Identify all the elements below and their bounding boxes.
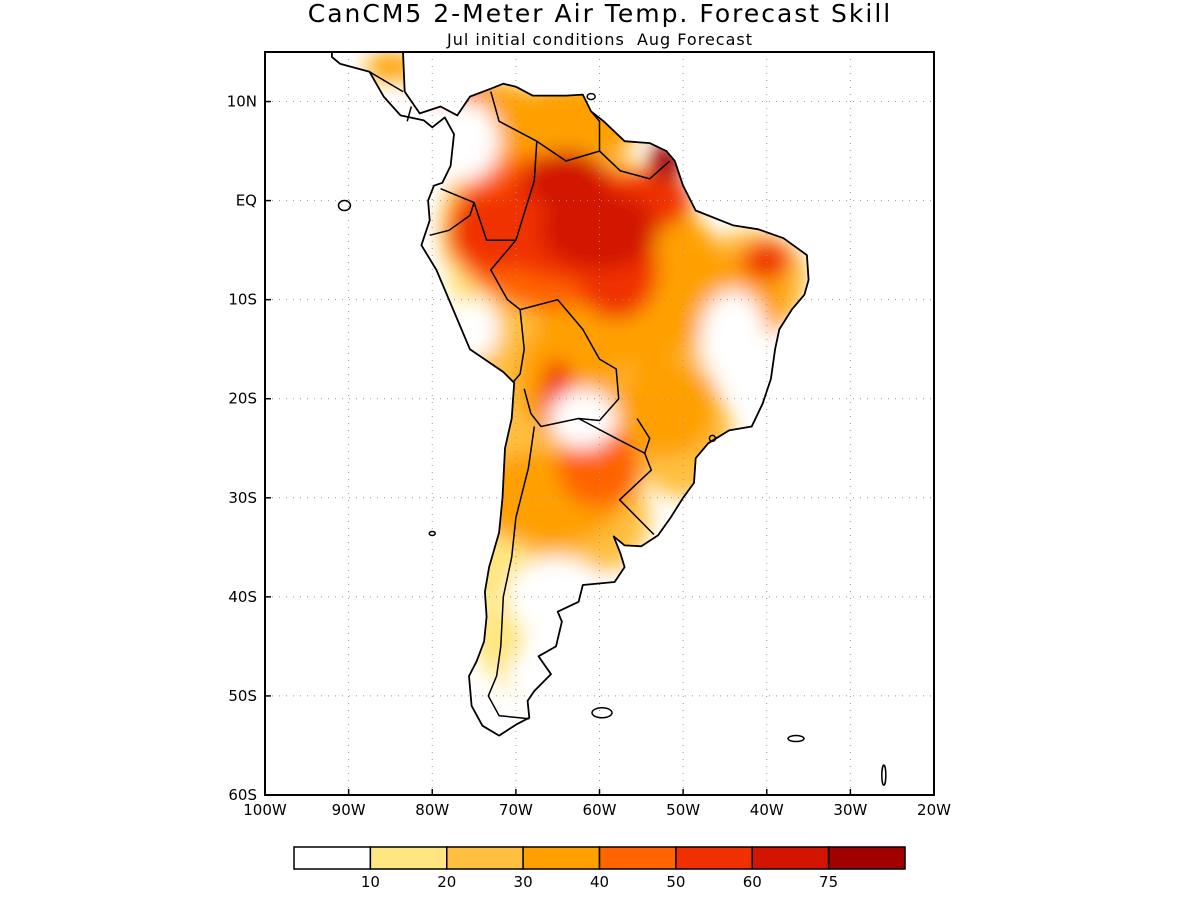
country-border bbox=[440, 91, 538, 241]
lon-tick-label: 90W bbox=[332, 801, 366, 819]
coastline-path bbox=[331, 52, 810, 737]
gridlines bbox=[265, 52, 934, 795]
island bbox=[337, 199, 352, 212]
lon-tick-label: 30W bbox=[833, 801, 867, 819]
map-plot-area bbox=[265, 52, 934, 795]
country-border bbox=[487, 426, 536, 720]
colorbar-swatch bbox=[827, 846, 906, 870]
lon-tick-label: 60W bbox=[583, 801, 617, 819]
island bbox=[428, 530, 436, 537]
lat-tick-label: 60S bbox=[228, 786, 257, 804]
lon-tick-label: 40W bbox=[750, 801, 784, 819]
lon-tick-label: 70W bbox=[499, 801, 533, 819]
skill-region bbox=[524, 151, 608, 211]
lon-tick-label: 100W bbox=[243, 801, 287, 819]
skill-region bbox=[432, 101, 500, 181]
colorbar-label: 30 bbox=[514, 873, 533, 891]
lat-tick-label: 20S bbox=[228, 390, 257, 408]
country-border bbox=[406, 106, 413, 122]
colorbar-label: 20 bbox=[437, 873, 456, 891]
island bbox=[787, 734, 805, 743]
lat-tick-label: 10S bbox=[228, 291, 257, 309]
country-border bbox=[369, 71, 404, 93]
lat-tick-label: EQ bbox=[236, 192, 257, 210]
colorbar-swatch bbox=[369, 846, 448, 870]
skill-region bbox=[541, 190, 658, 270]
island bbox=[881, 764, 887, 786]
colorbar: 10 20 30 40 50 60 75 bbox=[293, 846, 906, 891]
island bbox=[591, 707, 613, 719]
lat-tick-label: 40S bbox=[228, 588, 257, 606]
colorbar-swatch bbox=[293, 846, 372, 870]
skill-region bbox=[507, 557, 608, 637]
lon-tick-label: 50W bbox=[666, 801, 700, 819]
lat-tick-label: 10N bbox=[227, 93, 257, 111]
chart-subtitle: Jul initial conditions Aug Forecast bbox=[446, 30, 753, 49]
island bbox=[708, 434, 717, 443]
chart-title: CanCM5 2-Meter Air Temp. Forecast Skill bbox=[308, 0, 893, 28]
country-border bbox=[519, 298, 620, 428]
axis-ticks: 100W 90W 80W 70W 60W 50W 40W 30W 20W 10N EQ 10S 20S 3… bbox=[227, 93, 951, 819]
colorbar-swatch bbox=[598, 846, 677, 870]
skill-region bbox=[699, 289, 767, 389]
country-border bbox=[429, 202, 475, 237]
country-border bbox=[618, 452, 655, 536]
island bbox=[586, 92, 596, 101]
country-border bbox=[598, 150, 671, 180]
colorbar-swatch bbox=[751, 846, 830, 870]
colorbar-label: 60 bbox=[743, 873, 762, 891]
colorbar-label: 40 bbox=[590, 873, 609, 891]
colorbar-label: 50 bbox=[666, 873, 685, 891]
lat-tick-label: 30S bbox=[228, 489, 257, 507]
coastline bbox=[331, 52, 887, 786]
colorbar-swatch bbox=[522, 846, 601, 870]
skill-region bbox=[449, 299, 500, 360]
skill-region bbox=[557, 428, 642, 508]
colorbar-label: 75 bbox=[819, 873, 838, 891]
lat-tick-label: 50S bbox=[228, 687, 257, 705]
skill-region bbox=[616, 359, 717, 459]
lon-tick-label: 20W bbox=[917, 801, 951, 819]
skill-region bbox=[741, 240, 792, 280]
colorbar-swatch bbox=[675, 846, 754, 870]
colorbar-swatch bbox=[446, 846, 524, 870]
lon-tick-label: 80W bbox=[415, 801, 449, 819]
colorbar-label: 10 bbox=[361, 873, 380, 891]
